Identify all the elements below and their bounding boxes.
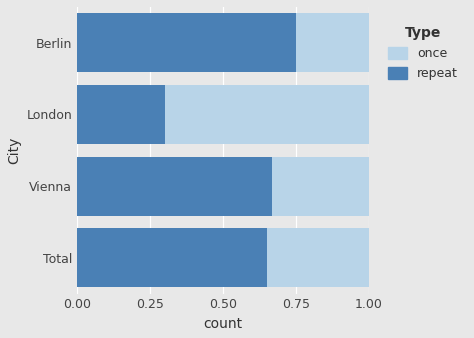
Bar	[296, 14, 369, 72]
Legend: once, repeat: once, repeat	[381, 19, 465, 88]
Bar	[77, 14, 296, 72]
Bar	[164, 85, 369, 144]
Bar	[77, 85, 164, 144]
X-axis label: count: count	[203, 317, 243, 331]
Y-axis label: City: City	[7, 137, 21, 164]
Bar	[272, 157, 369, 216]
Bar	[77, 157, 272, 216]
Bar	[77, 228, 267, 287]
Bar	[267, 228, 369, 287]
